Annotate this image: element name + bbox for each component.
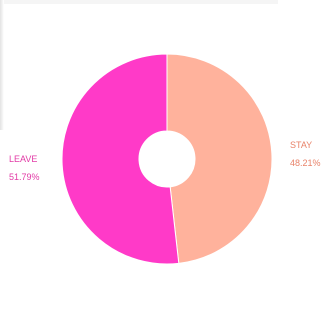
slice-label-stay: STAY [290,140,312,150]
slices-group [61,53,273,265]
slice-percent-leave: 51.79% [9,172,40,182]
left-shadow-edge [0,0,4,130]
slice-label-leave: LEAVE [9,154,37,164]
top-divider [0,0,278,4]
slice-percent-stay: 48.21% [290,158,321,168]
slice-leave [61,53,180,265]
slice-stay [166,53,273,264]
